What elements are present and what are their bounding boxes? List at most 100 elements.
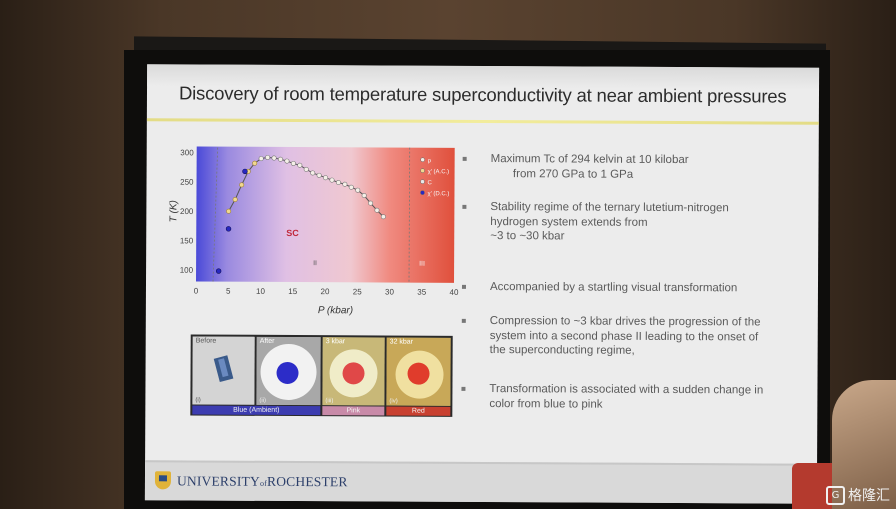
bullet-marker xyxy=(461,318,466,323)
bullet-line: color from blue to pink xyxy=(489,397,603,411)
rho-point xyxy=(290,160,296,166)
region-sc-label: SC xyxy=(286,228,299,238)
y-tick-label: 300 xyxy=(180,148,194,157)
x-tick-label: 0 xyxy=(194,286,199,295)
rho-point xyxy=(355,187,361,193)
bullet-item: Maximum Tc of 294 kelvin at 10 kilobar f… xyxy=(462,152,803,180)
x-tick-label: 5 xyxy=(226,287,231,296)
caption-blue: Blue (Ambient) xyxy=(192,405,321,416)
sample-image-32kbar: 32 kbar (iv) xyxy=(386,337,451,406)
sample-images-strip: Before (i) After (ii) 3 kbar (iii) xyxy=(190,334,453,417)
y-tick-label: 200 xyxy=(180,207,194,216)
bullet-line: Transformation is associated with a sudd… xyxy=(489,383,764,397)
rho-point xyxy=(316,172,322,178)
phase-diagram-svg: 300 250 200 150 100 0 5 10 15 20 25 30 35 40 T (K) P… xyxy=(168,146,459,316)
bullet-line: Accompanied by a startling visual transf… xyxy=(489,281,738,295)
bullet-line: system into a second phase II leading to… xyxy=(489,329,759,343)
y-tick-label: 100 xyxy=(180,266,194,275)
rho-point xyxy=(335,179,341,185)
rho-point xyxy=(374,207,380,213)
legend-label: C xyxy=(428,180,433,186)
rho-point xyxy=(342,181,348,187)
image-label-32kbar: 32 kbar xyxy=(389,338,414,346)
bullet-text: Compression to ~3 kbar drives the progre… xyxy=(490,314,810,359)
phase-diagram: 300 250 200 150 100 0 5 10 15 20 25 30 35 40 T (K) P… xyxy=(168,142,469,334)
watermark-text: 格隆汇 xyxy=(848,487,890,504)
rho-point xyxy=(265,154,271,160)
image-index-ii: (ii) xyxy=(259,397,267,404)
wordmark-rochester: ROCHESTER xyxy=(267,473,348,490)
rho-point xyxy=(348,184,354,190)
bullet-line: Stability regime of the ternary lutetium… xyxy=(490,201,729,215)
legend-marker xyxy=(420,168,425,173)
rho-point xyxy=(310,170,316,176)
image-index-iv: (iv) xyxy=(389,398,398,405)
bullet-text: Maximum Tc of 294 kelvin at 10 kilobar f… xyxy=(491,152,811,183)
bullet-marker xyxy=(461,386,466,391)
image-label-before: Before xyxy=(195,337,217,345)
sample-image-after-art xyxy=(256,336,321,406)
caption-red: Red xyxy=(386,406,451,416)
legend-label: ρ xyxy=(428,158,432,164)
bullet-item: Transformation is associated with a sudd… xyxy=(461,382,801,410)
presentation-slide: Discovery of room temperature supercondu… xyxy=(144,64,820,504)
university-wordmark: UNIVERSITYofROCHESTER xyxy=(177,473,348,490)
dc-susceptibility-point xyxy=(215,268,222,274)
x-tick-label: 20 xyxy=(320,287,329,296)
bullet-text: Accompanied by a startling visual transf… xyxy=(490,280,810,296)
slide-title: Discovery of room temperature supercondu… xyxy=(178,82,787,107)
rho-point xyxy=(380,214,386,220)
x-tick-label: 30 xyxy=(385,287,394,296)
region-ii-label: II xyxy=(313,260,317,267)
phase-boundary-left xyxy=(212,146,219,282)
watermark-logo-icon: G xyxy=(826,486,845,505)
slide-footer: UNIVERSITYofROCHESTER xyxy=(144,460,818,504)
bullet-marker xyxy=(462,156,467,161)
wordmark-university: UNIVERSITY xyxy=(176,473,261,489)
bullet-marker xyxy=(462,204,467,209)
rho-point xyxy=(278,156,284,162)
image-index-i: (i) xyxy=(195,397,201,404)
bullet-item: Compression to ~3 kbar drives the progre… xyxy=(461,314,802,357)
dc-susceptibility-point xyxy=(242,168,248,175)
dc-susceptibility-point xyxy=(225,226,232,232)
ac-susceptibility-point xyxy=(239,182,245,188)
rho-point xyxy=(361,193,367,199)
rho-point xyxy=(368,200,374,206)
ac-susceptibility-point xyxy=(232,197,238,203)
bullet-list: Maximum Tc of 294 kelvin at 10 kilobar f… xyxy=(461,152,803,410)
x-tick-label: 15 xyxy=(288,287,297,296)
ac-susceptibility-point xyxy=(252,160,258,166)
y-axis-label: T (K) xyxy=(168,200,179,222)
ac-susceptibility-point xyxy=(226,208,232,214)
bullet-line: Compression to ~3 kbar drives the progre… xyxy=(489,315,761,329)
university-seal-logo xyxy=(154,471,172,490)
footer-divider xyxy=(145,460,818,466)
sample-image-3kbar: 3 kbar (iii) xyxy=(322,337,385,406)
rho-point xyxy=(271,155,277,161)
sample-image-3kbar-art xyxy=(322,337,385,406)
rho-point xyxy=(329,177,335,183)
x-tick-label: 10 xyxy=(256,287,265,296)
x-tick-label: 25 xyxy=(353,287,362,296)
title-underline xyxy=(146,118,819,125)
phase-boundary-right xyxy=(408,147,411,283)
rho-point xyxy=(258,156,264,162)
sample-image-before-art xyxy=(192,336,255,405)
legend-label: χ′ (D.C.) xyxy=(427,191,449,197)
legend-marker xyxy=(420,190,425,195)
sample-image-32kbar-art xyxy=(386,337,451,406)
bullet-line: the superconducting regime, xyxy=(489,344,635,357)
rho-point xyxy=(323,175,329,181)
sample-image-after: After (ii) xyxy=(256,336,321,406)
caption-pink: Pink xyxy=(322,406,385,416)
image-label-after: After xyxy=(259,337,275,345)
watermark: G 格隆汇 xyxy=(826,485,890,505)
legend-label: χ′ (A.C.) xyxy=(428,169,450,175)
sample-image-before: Before (i) xyxy=(192,336,255,405)
x-axis-label: P (kbar) xyxy=(318,305,353,316)
rho-point xyxy=(297,162,303,168)
bullet-text: Stability regime of the ternary lutetium… xyxy=(490,200,810,245)
x-tick-label: 40 xyxy=(449,288,458,297)
rho-point xyxy=(303,166,309,172)
